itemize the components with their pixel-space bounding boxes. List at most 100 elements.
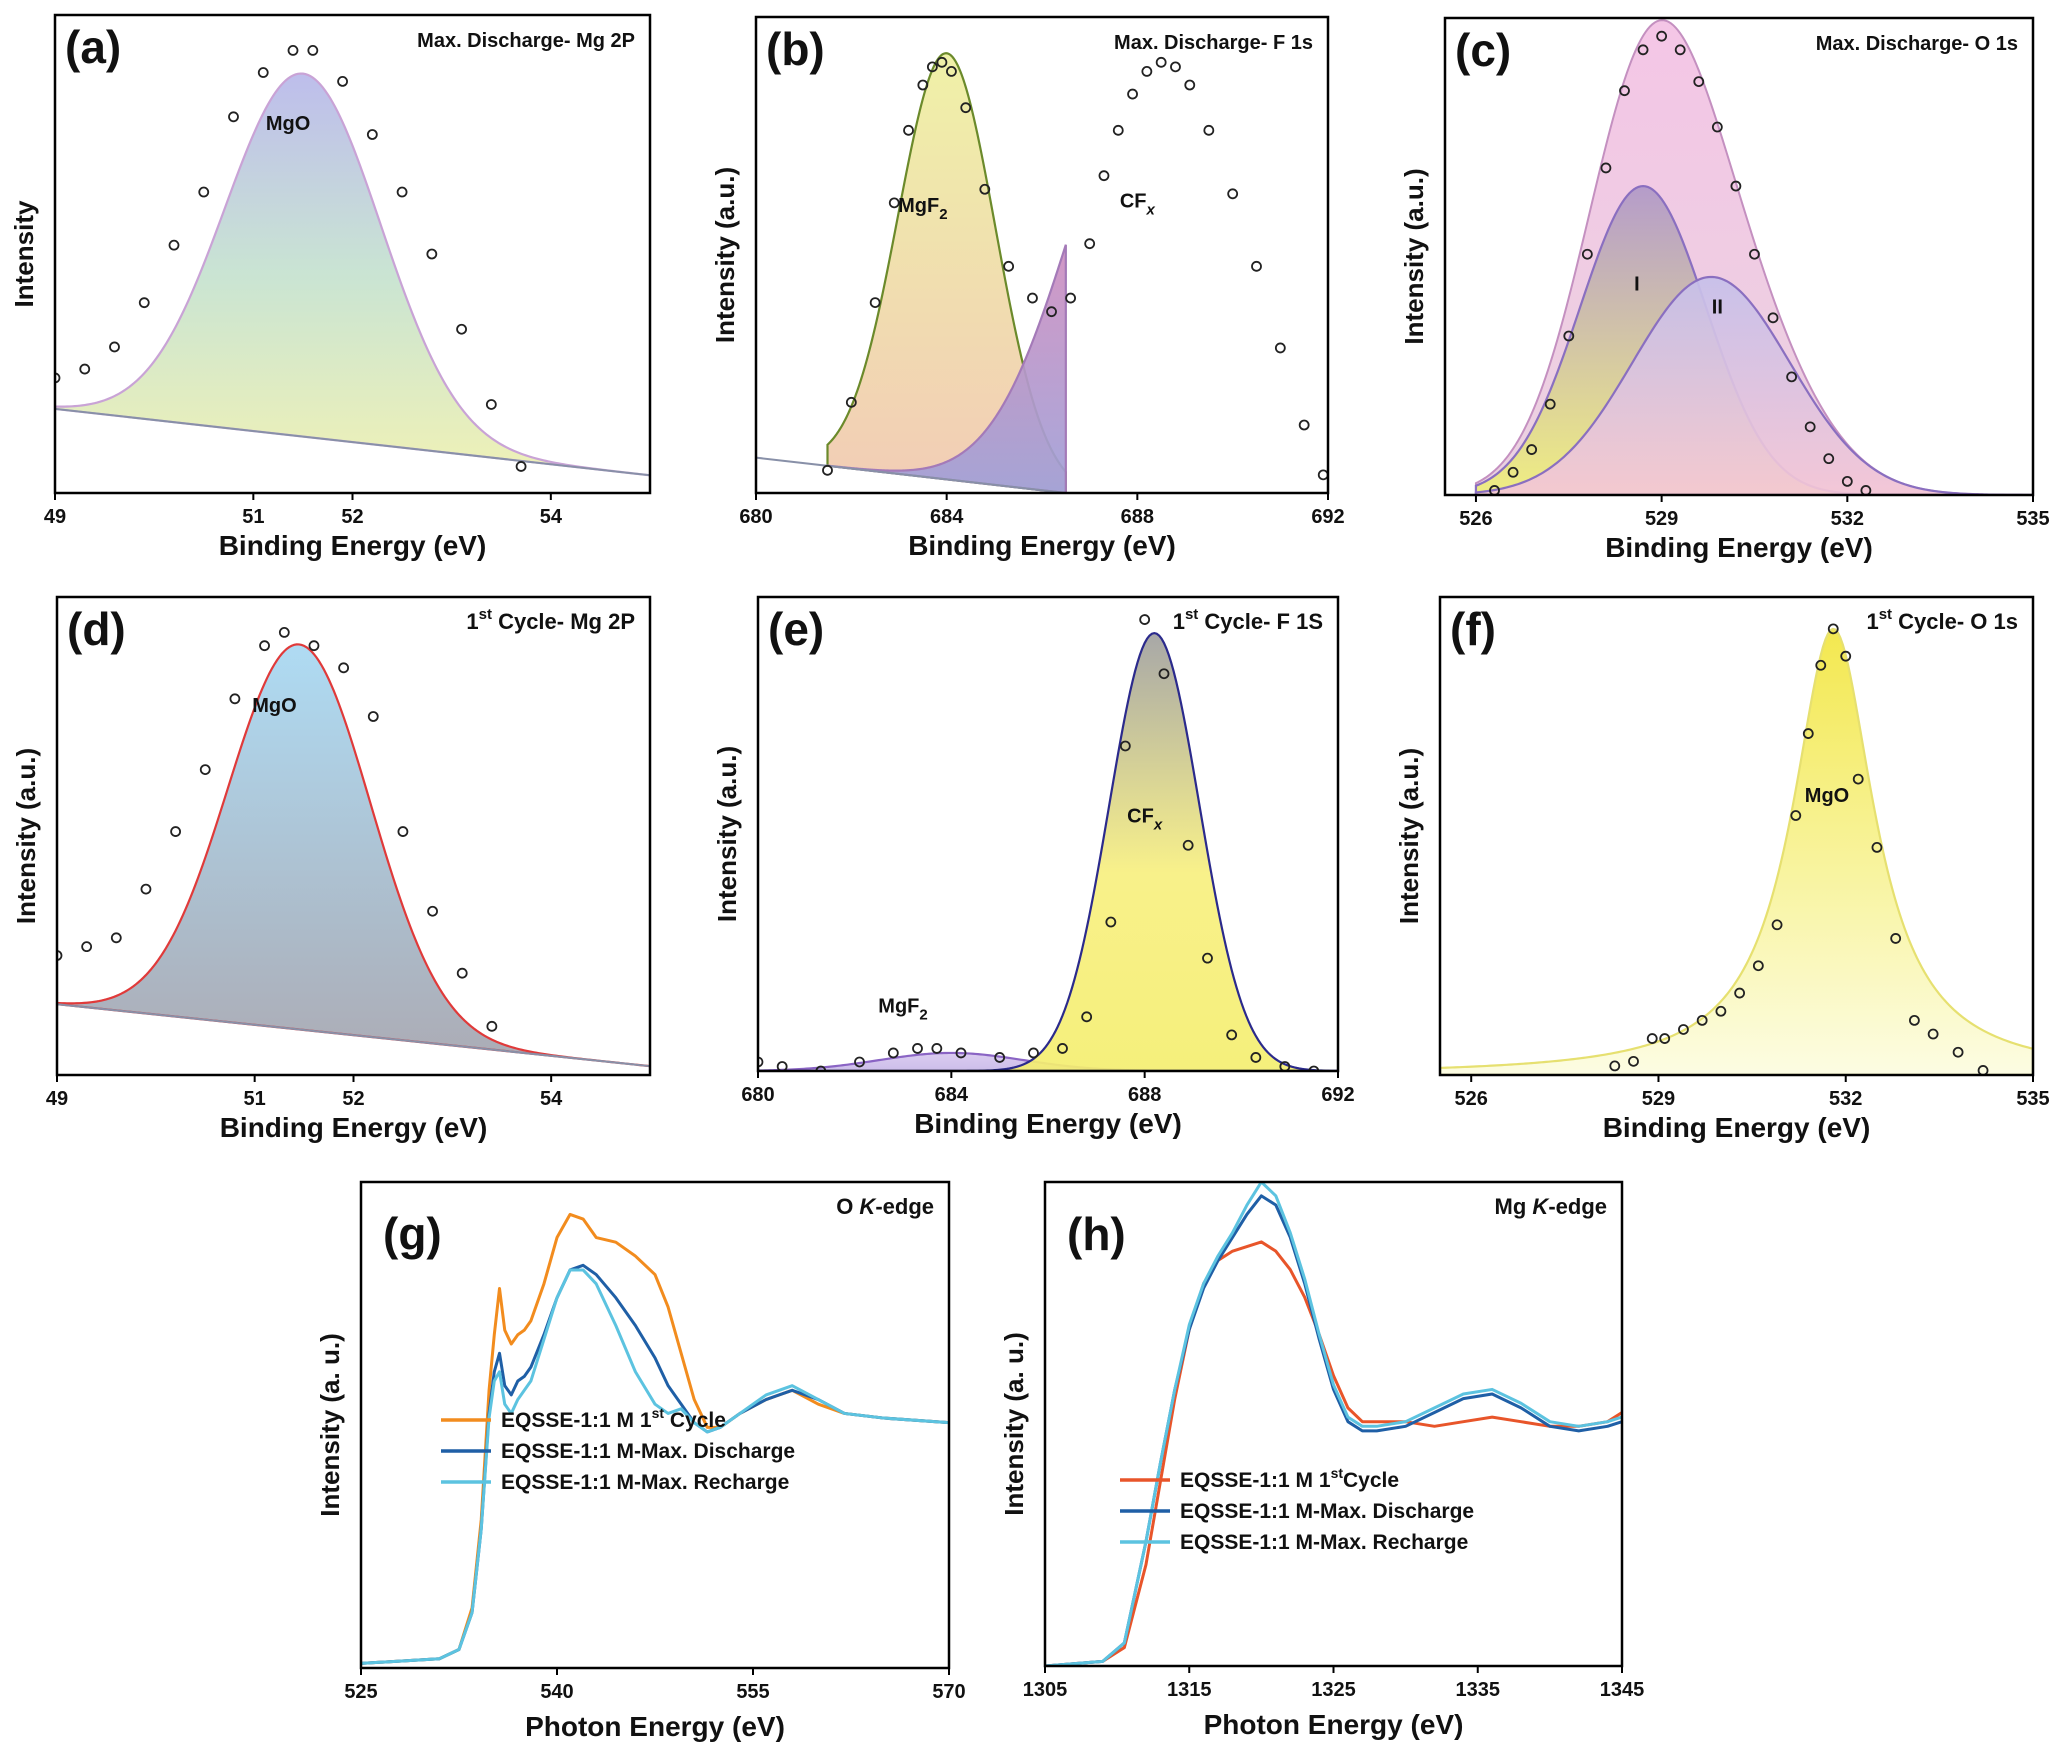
peak-label-text: II: [1712, 296, 1723, 318]
data-point: [1317, 469, 1328, 481]
data-point: [1678, 1024, 1689, 1035]
y-axis-label: Intensity (a. u.): [315, 1333, 345, 1516]
legend-entry: EQSSE-1:1 M-Max. Discharge: [501, 1440, 795, 1463]
data-point: [946, 66, 957, 77]
plot-area: [756, 52, 1328, 493]
legend-text: EQSSE-1:1 M-Max. Discharge: [501, 1440, 795, 1463]
chart-f: MgO 526 529 532 535 Binding Energy (eV) Intens…: [1394, 595, 2050, 1143]
legend-text: EQSSE-1:1 M-Max. Discharge: [1180, 1500, 1474, 1523]
peak-label-i: I: [1634, 274, 1640, 296]
legend-entry: EQSSE-1:1 M-Max. Recharge: [501, 1471, 789, 1494]
data-point: [1693, 76, 1705, 87]
x-tick-label: 688: [1121, 506, 1154, 528]
x-tick-label: 529: [1645, 508, 1678, 530]
plot-frame: [756, 595, 1340, 1073]
title-text: 1: [1173, 609, 1185, 634]
y-axis-label: Intensity (a.u.): [710, 167, 740, 343]
x-tick-label: 49: [46, 1088, 68, 1110]
data-point: [257, 67, 269, 78]
data-point: [396, 186, 408, 198]
legend-text-rest: Cycle: [664, 1409, 726, 1432]
peak-label-text: CF: [1120, 190, 1147, 212]
data-point: [228, 111, 239, 123]
data-point: [960, 102, 972, 114]
legend-text: EQSSE-1:1 M-Max. Recharge: [501, 1471, 789, 1494]
data-point: [1637, 44, 1649, 56]
data-point: [931, 1043, 943, 1054]
x-tick-label: 684: [935, 1084, 969, 1106]
x-tick-label: 526: [1455, 1088, 1488, 1110]
title-sup: st: [479, 606, 492, 623]
legend-sup: st: [1331, 1465, 1344, 1481]
data-point: [869, 297, 881, 309]
x-tick-label: 535: [2016, 1088, 2049, 1110]
data-point: [1139, 614, 1151, 625]
x-tick-label: 680: [741, 1084, 774, 1106]
data-point: [1841, 475, 1853, 487]
x-axis-label: Photon Energy (eV): [1204, 1709, 1464, 1740]
title-sup: st: [1185, 606, 1198, 623]
peak-label-text: CF: [1127, 806, 1154, 828]
y-axis-label: Intensity (a.u.): [1394, 748, 1424, 924]
peak-label-text: MgF: [878, 995, 919, 1017]
title-rest: -edge: [1548, 1194, 1607, 1219]
title-sup: st: [1879, 606, 1892, 623]
peak-label-cf: CFx: [1120, 190, 1156, 218]
data-point: [1027, 292, 1038, 304]
data-point: [1656, 30, 1668, 42]
x-tick-label: 54: [540, 506, 563, 528]
x-tick-label: 526: [1459, 508, 1492, 530]
x-tick-label: 49: [44, 506, 66, 528]
plot-area: [55, 45, 650, 477]
plot-frame: [359, 1180, 951, 1670]
data-point: [229, 693, 241, 705]
chart-e: MgF2 CFx 680 684 688 692 Binding Energy (eV) In…: [712, 595, 1355, 1139]
x-tick-label: 1305: [1023, 1679, 1068, 1701]
data-point: [168, 239, 180, 251]
panel-title: Max. Discharge- Mg 2P: [417, 30, 635, 52]
data-point: [1827, 623, 1839, 635]
data-point: [815, 1065, 827, 1071]
data-point: [140, 883, 152, 895]
data-point: [170, 826, 182, 837]
plot-area: [1440, 623, 2033, 1075]
series-line-0: [1045, 1240, 1622, 1666]
y-axis-label: Intensity (a. u.): [999, 1332, 1029, 1515]
data-point: [1730, 180, 1742, 192]
data-point: [1274, 342, 1286, 354]
panel-title: 1st Cycle- Mg 2P: [466, 606, 635, 634]
data-point: [278, 627, 290, 638]
data-point: [926, 61, 938, 73]
data-point: [456, 323, 467, 335]
title-italic: K: [1532, 1194, 1550, 1219]
data-point: [903, 124, 914, 136]
panel-label: (d): [67, 603, 126, 655]
y-axis-label: Intensity (a.u.): [11, 748, 41, 924]
peak-area-ii: [1474, 275, 2033, 495]
plot-area: [361, 1212, 949, 1665]
data-point: [1909, 1014, 1920, 1026]
data-point: [485, 399, 497, 410]
peak-label-subscript: x: [1145, 201, 1155, 218]
data-point: [1227, 188, 1239, 200]
series-line-2: [1045, 1182, 1622, 1666]
panel-label: (c): [1455, 24, 1511, 76]
data-point: [1952, 1046, 1964, 1058]
y-axis-label: Intensity (a.u.): [712, 746, 742, 922]
x-tick-label: 684: [930, 506, 964, 528]
chart-a: MgO 49 51 52 54 Binding Energy (eV) Intensity (…: [9, 13, 652, 561]
data-point: [110, 932, 122, 944]
peak-area-mgo: [55, 72, 650, 477]
plot-frame: [754, 15, 1330, 495]
data-point: [81, 941, 93, 953]
x-axis-label: Binding Energy (eV): [908, 530, 1176, 561]
panel-label: (f): [1450, 603, 1496, 655]
plot-frame: [1443, 16, 2035, 497]
data-point: [1308, 1065, 1320, 1071]
x-axis-label: Binding Energy (eV): [914, 1108, 1182, 1139]
title-text: O: [836, 1194, 859, 1219]
x-tick-label: 692: [1311, 506, 1344, 528]
x-tick-label: 532: [1829, 1088, 1862, 1110]
